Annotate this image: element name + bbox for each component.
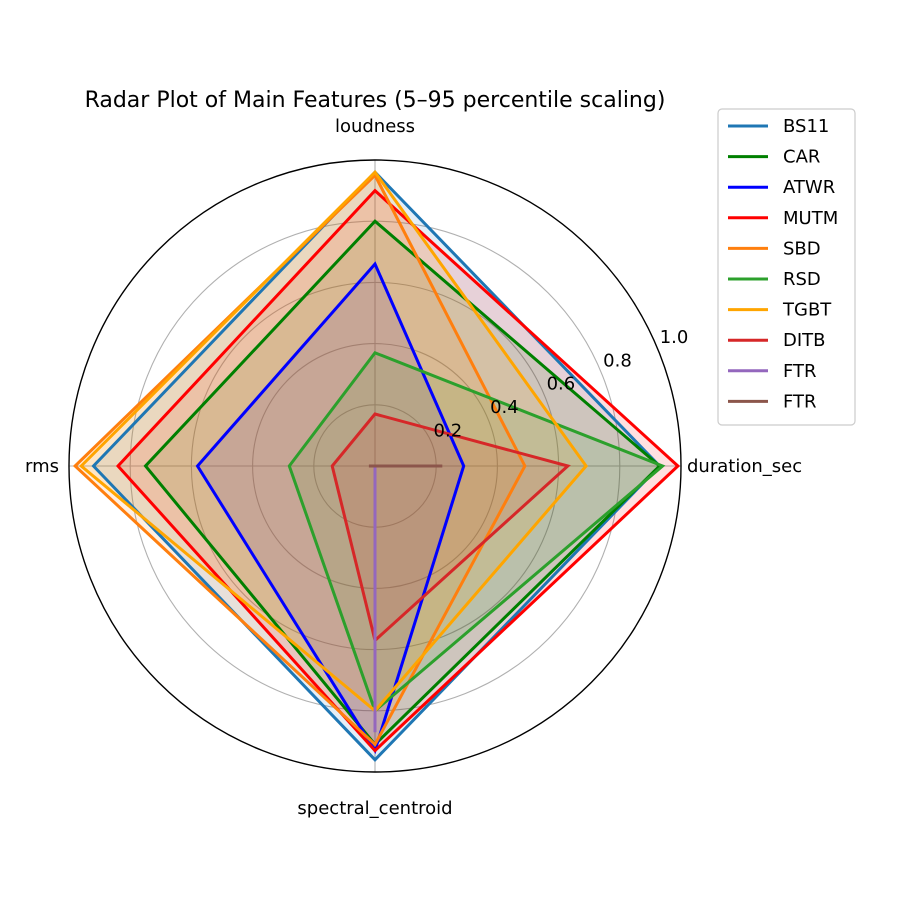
- tick-label-3: 0.8: [603, 350, 632, 371]
- series-fill-7: [332, 414, 568, 641]
- legend-label-5: RSD: [783, 269, 821, 290]
- polar-frame: [68, 159, 682, 773]
- tick-label-0: 0.2: [434, 421, 463, 442]
- radial-tick-labels: 0.2 0.4 0.6 0.8 1.0: [434, 327, 689, 442]
- chart-title: Radar Plot of Main Features (5–95 percen…: [85, 88, 666, 113]
- legend-label-6: TGBT: [782, 300, 832, 321]
- series-fill-3: [118, 190, 678, 751]
- legend: BS11 CAR ATWR MUTM SBD RSD TGBT DITB FTR FTR: [717, 108, 856, 426]
- axis-label-1: loudness: [335, 116, 415, 137]
- tick-label-2: 0.6: [547, 374, 576, 395]
- axis-labels: duration_sec loudness rms spectral_centroid: [25, 116, 802, 819]
- legend-label-7: DITB: [783, 330, 826, 351]
- axis-label-3: spectral_centroid: [297, 798, 452, 819]
- series-line-3: [115, 188, 681, 753]
- series-fill-1: [145, 221, 660, 745]
- legend-label-4: SBD: [783, 238, 821, 259]
- tick-label-4: 1.0: [660, 327, 689, 348]
- legend-label-8: FTR: [783, 361, 817, 382]
- axis-label-0: duration_sec: [687, 456, 802, 477]
- series-fill-4: [75, 175, 525, 745]
- series-line-7: [330, 412, 571, 644]
- legend-label-3: MUTM: [783, 208, 838, 229]
- series-line-2: [195, 261, 466, 755]
- series-line-6: [78, 169, 589, 713]
- series-line-5: [287, 350, 666, 714]
- legend-label-1: CAR: [783, 147, 820, 168]
- series-fill-6: [81, 172, 587, 711]
- tick-label-1: 0.4: [490, 397, 519, 418]
- radar-series: [72, 169, 681, 762]
- axis-label-2: rms: [25, 456, 59, 477]
- legend-label-9: FTR: [783, 391, 817, 412]
- legend-label-2: ATWR: [783, 177, 835, 198]
- legend-label-0: BS11: [783, 116, 829, 137]
- series-fill-2: [197, 264, 464, 751]
